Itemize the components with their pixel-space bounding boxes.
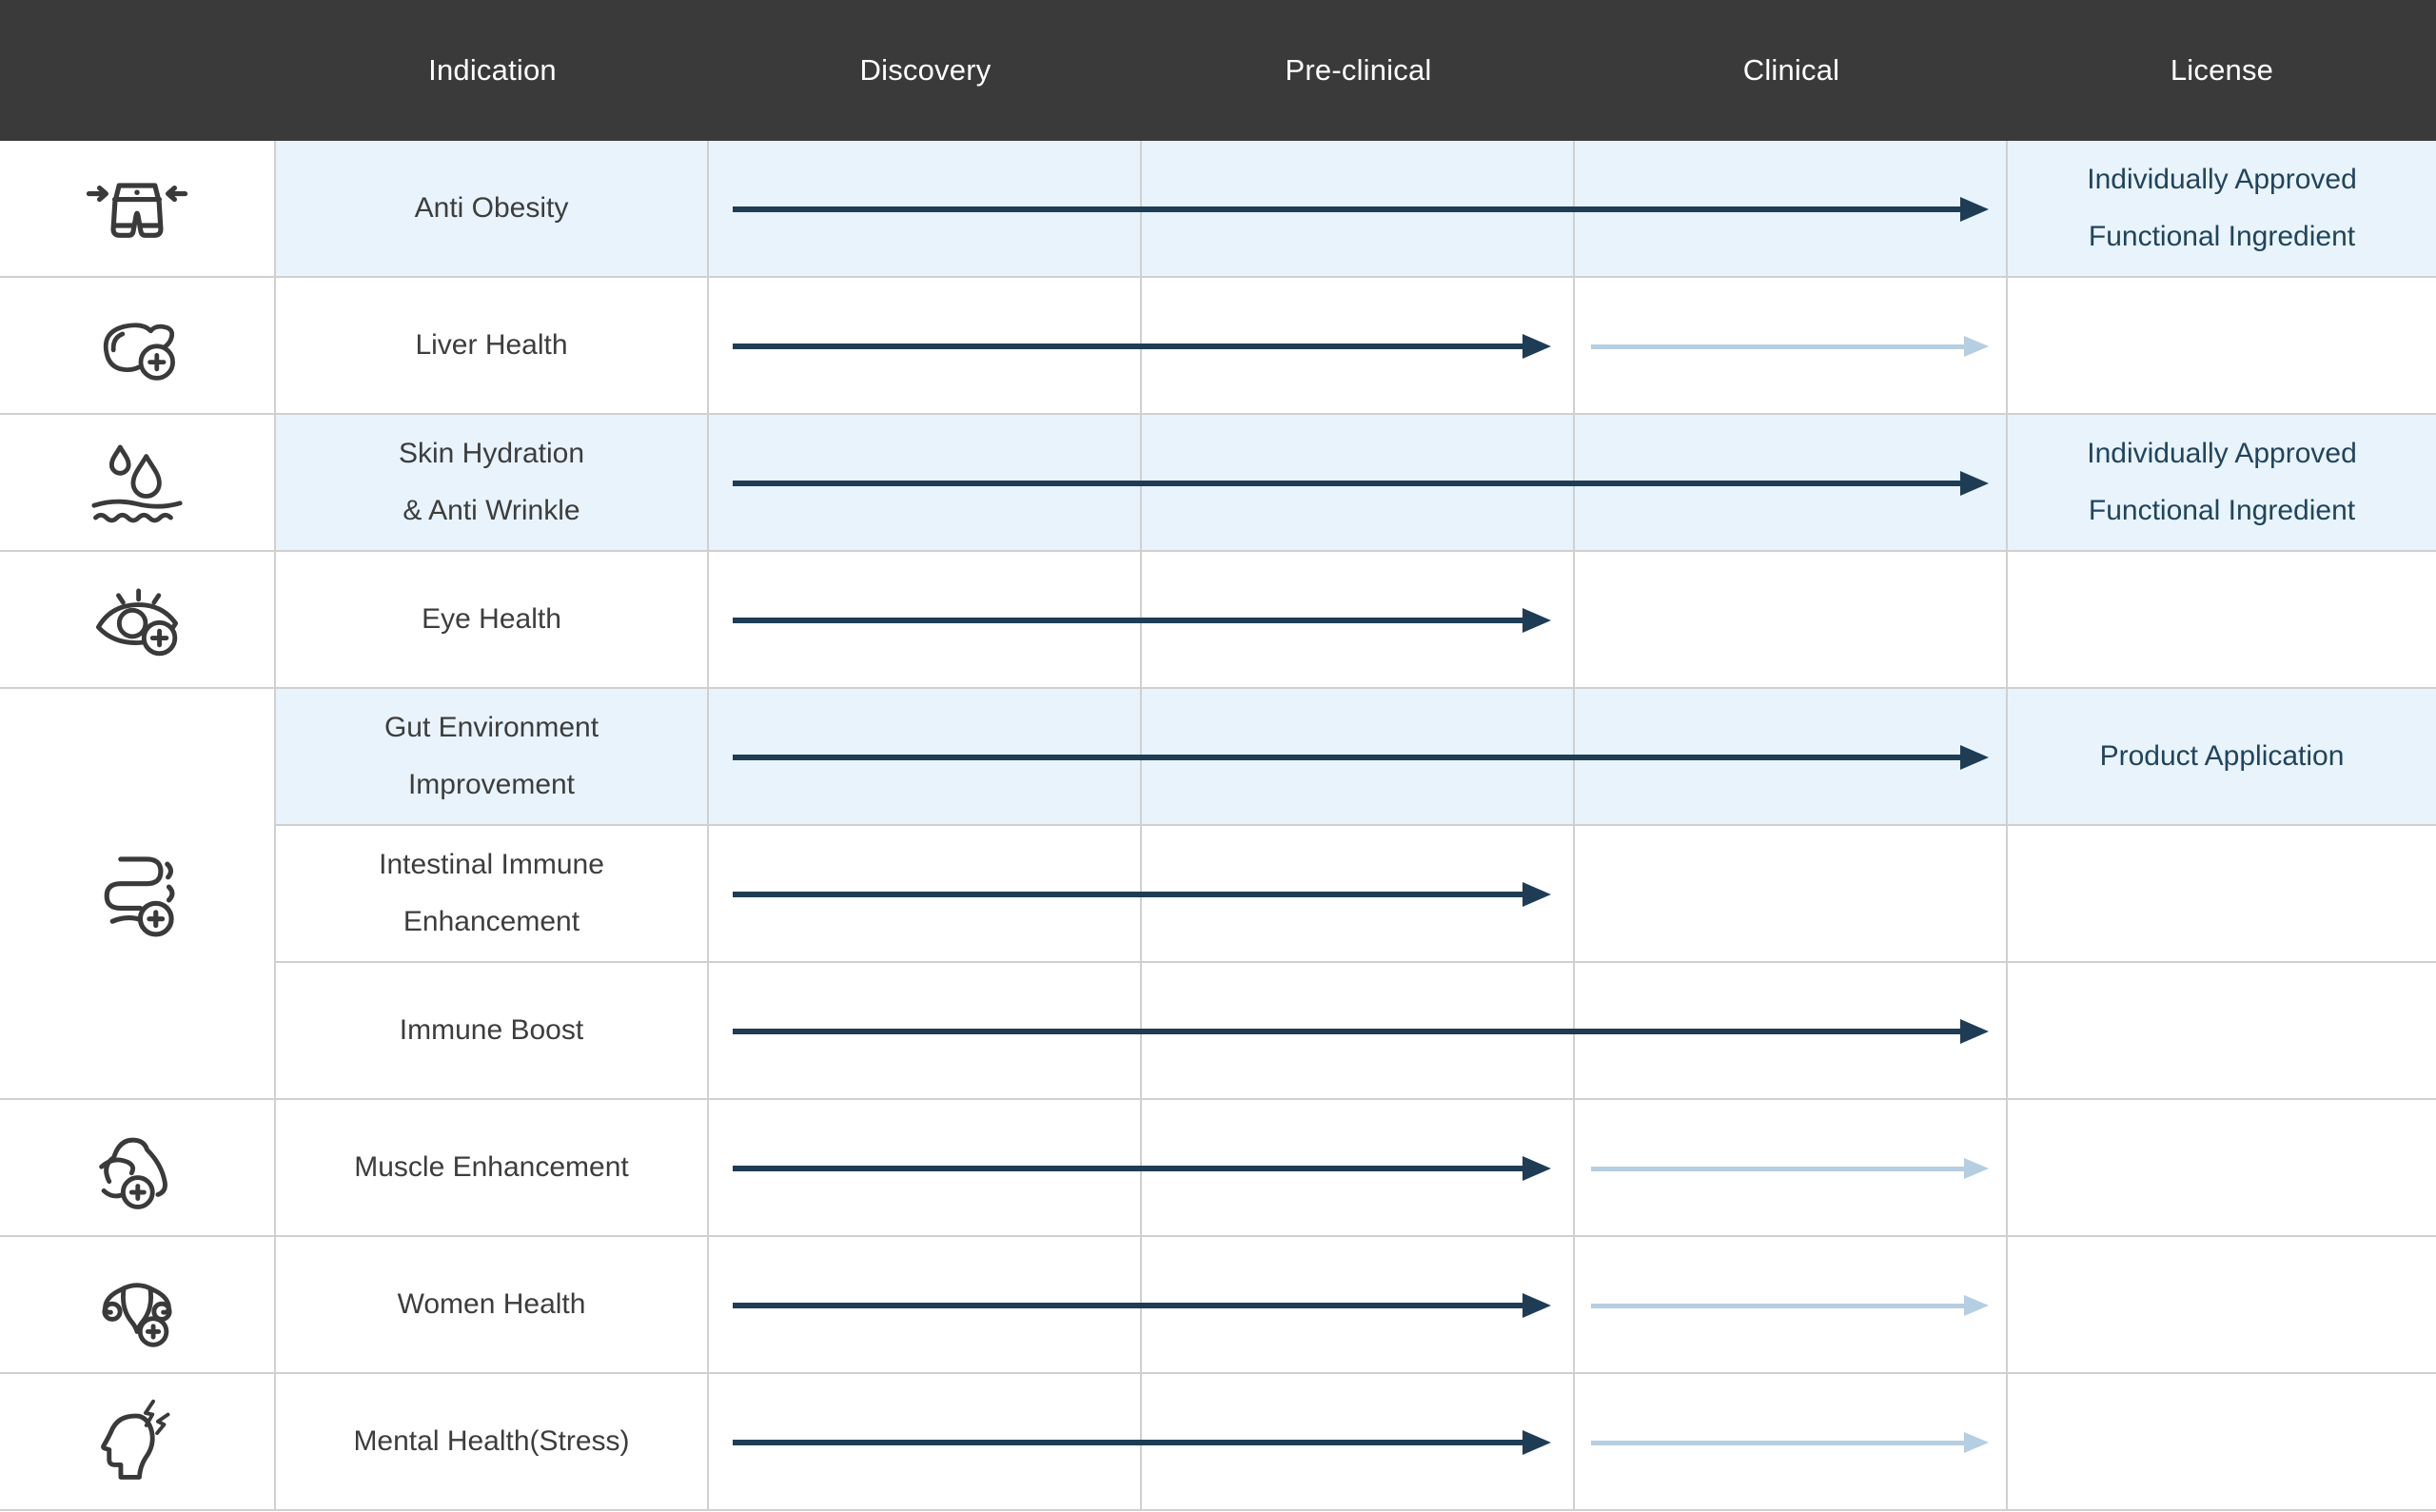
phase-cell-clinical	[1575, 689, 2008, 826]
phase-cell-clinical	[1575, 415, 2008, 552]
women-health-icon	[102, 1283, 172, 1347]
phase-cell-clinical	[1575, 1237, 2008, 1374]
phase-cell-discovery	[709, 278, 1142, 415]
skin-hydration-icon	[91, 444, 183, 523]
license-label: Individually Approved	[2087, 164, 2357, 195]
indication-label: Muscle Enhancement	[354, 1151, 629, 1183]
phase-cell-preclinical	[1142, 963, 1575, 1100]
indication-cell: Eye Health	[276, 552, 709, 689]
license-label: Functional Ingredient	[2088, 495, 2356, 526]
phase-cell-clinical	[1575, 141, 2008, 278]
indication-label: Anti Obesity	[414, 192, 569, 224]
license-cell	[2008, 826, 2436, 963]
phase-cell-discovery	[709, 415, 1142, 552]
phase-cell-clinical	[1575, 963, 2008, 1100]
phase-cell-preclinical	[1142, 1100, 1575, 1237]
license-cell	[2008, 1100, 2436, 1237]
phase-cell-discovery	[709, 1374, 1142, 1511]
header-label: Clinical	[1742, 53, 1840, 87]
mental-health-icon-cell	[0, 1374, 276, 1511]
indication-label: Gut Environment	[383, 712, 599, 743]
indication-cell: Skin Hydration & Anti Wrinkle	[276, 415, 709, 552]
header-label: Indication	[428, 53, 557, 87]
license-cell: Individually Approved Functional Ingredi…	[2008, 141, 2436, 278]
indication-cell: Liver Health	[276, 278, 709, 415]
women-health-icon-cell	[0, 1237, 276, 1374]
indication-label: Women Health	[397, 1288, 586, 1320]
indication-label: Mental Health(Stress)	[353, 1425, 630, 1457]
eye-health-icon	[95, 588, 179, 657]
license-cell	[2008, 1374, 2436, 1511]
indication-cell: Anti Obesity	[276, 141, 709, 278]
license-cell: Individually Approved Functional Ingredi…	[2008, 415, 2436, 552]
indication-cell: Women Health	[276, 1237, 709, 1374]
indication-cell: Immune Boost	[276, 963, 709, 1100]
indication-cell: Gut Environment Improvement	[276, 689, 709, 826]
indication-label: Eye Health	[422, 603, 561, 635]
phase-cell-clinical	[1575, 552, 2008, 689]
header-label: Pre-clinical	[1285, 53, 1432, 87]
indication-label: Skin Hydration	[398, 438, 585, 469]
license-cell: Product Application	[2008, 689, 2436, 826]
phase-cell-preclinical	[1142, 552, 1575, 689]
indication-cell: Intestinal Immune Enhancement	[276, 826, 709, 963]
phase-cell-clinical	[1575, 826, 2008, 963]
header-label: License	[2170, 53, 2274, 87]
skin-hydration-icon-cell	[0, 415, 276, 552]
muscle-icon-cell	[0, 1100, 276, 1237]
anti-obesity-icon	[86, 183, 188, 238]
license-label: Individually Approved	[2087, 438, 2357, 469]
license-cell	[2008, 552, 2436, 689]
phase-cell-discovery	[709, 552, 1142, 689]
phase-cell-preclinical	[1142, 141, 1575, 278]
indication-label: & Anti Wrinkle	[403, 495, 580, 526]
header-label: Discovery	[859, 53, 992, 87]
indication-label: Enhancement	[403, 906, 580, 937]
anti-obesity-icon-cell	[0, 141, 276, 278]
gut-icon-cell	[0, 689, 276, 1100]
license-cell	[2008, 1237, 2436, 1374]
license-cell	[2008, 963, 2436, 1100]
phase-cell-clinical	[1575, 278, 2008, 415]
phase-cell-discovery	[709, 963, 1142, 1100]
license-label: Functional Ingredient	[2088, 221, 2356, 252]
phase-cell-preclinical	[1142, 1237, 1575, 1374]
phase-cell-preclinical	[1142, 278, 1575, 415]
indication-label: Immune Boost	[399, 1014, 584, 1046]
indication-cell: Mental Health(Stress)	[276, 1374, 709, 1511]
header-cell-discovery: Discovery	[709, 0, 1142, 141]
gut-icon	[104, 856, 175, 937]
phase-cell-clinical	[1575, 1100, 2008, 1237]
phase-cell-preclinical	[1142, 1374, 1575, 1511]
phase-cell-discovery	[709, 141, 1142, 278]
indication-label: Improvement	[407, 769, 576, 800]
phase-cell-discovery	[709, 1237, 1142, 1374]
header-cell-indication: Indication	[276, 0, 709, 141]
header-cell-icon-column	[0, 0, 276, 141]
phase-cell-discovery	[709, 689, 1142, 826]
indication-label: Liver Health	[415, 329, 568, 361]
phase-cell-discovery	[709, 826, 1142, 963]
phase-cell-clinical	[1575, 1374, 2008, 1511]
mental-health-icon	[101, 1399, 170, 1480]
header-cell-preclinical: Pre-clinical	[1142, 0, 1575, 141]
phase-cell-preclinical	[1142, 415, 1575, 552]
eye-health-icon-cell	[0, 552, 276, 689]
header-cell-license: License	[2008, 0, 2436, 141]
phase-cell-preclinical	[1142, 826, 1575, 963]
phase-cell-discovery	[709, 1100, 1142, 1237]
phase-cell-preclinical	[1142, 689, 1575, 826]
license-cell	[2008, 278, 2436, 415]
license-label: Product Application	[2099, 740, 2345, 772]
liver-health-icon-cell	[0, 278, 276, 415]
indication-cell: Muscle Enhancement	[276, 1100, 709, 1237]
header-cell-clinical: Clinical	[1575, 0, 2008, 141]
muscle-icon	[99, 1137, 167, 1209]
indication-label: Intestinal Immune	[379, 849, 604, 880]
liver-health-icon	[103, 323, 175, 381]
